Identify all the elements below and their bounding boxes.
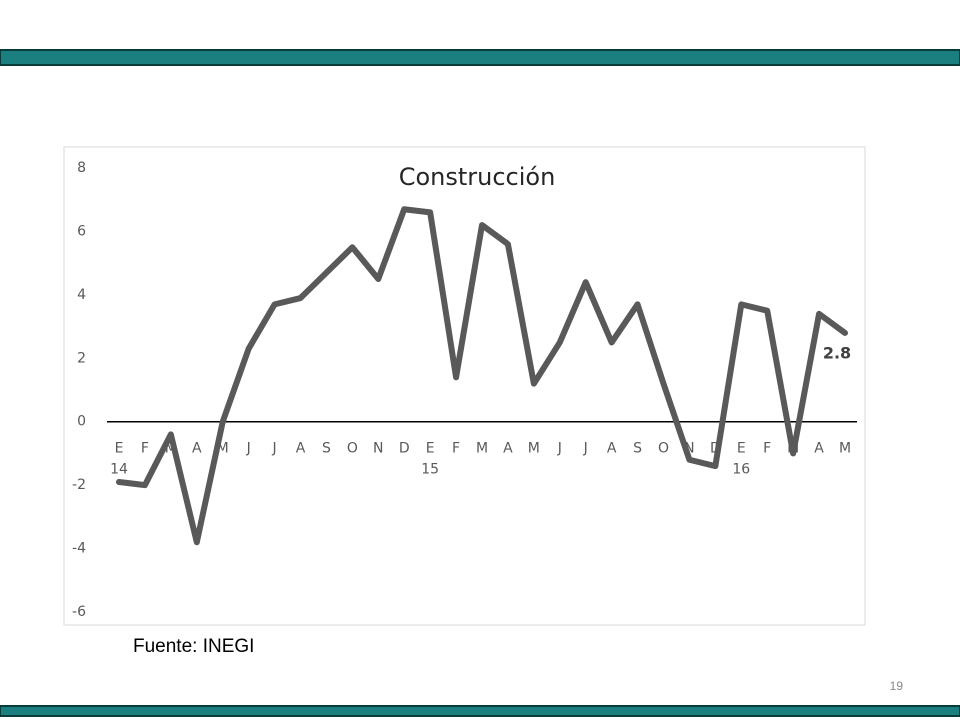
y-tick-label: -6 (72, 604, 86, 620)
x-tick-label: A (607, 441, 617, 457)
x-tick-label: S (322, 441, 331, 457)
x-tick-label: N (373, 441, 383, 457)
chart-title: Construcción (399, 163, 556, 191)
x-tick-label: D (399, 441, 410, 457)
top-band (0, 49, 960, 66)
series-line (116, 206, 848, 546)
y-tick-label: 2 (77, 350, 86, 366)
x-tick-label: S (633, 441, 642, 457)
x-group-label: 16 (732, 462, 750, 478)
x-group-label: 15 (421, 462, 439, 478)
x-tick-label: M (476, 441, 488, 457)
y-tick-label: 4 (77, 287, 86, 303)
y-tick-label: 8 (77, 160, 86, 176)
bottom-band (0, 705, 960, 717)
x-tick-label: A (192, 441, 202, 457)
x-tick-label: O (658, 441, 669, 457)
x-tick-label: J (583, 441, 588, 457)
x-tick-label: N (684, 441, 694, 457)
x-tick-label: A (814, 441, 824, 457)
data-label: 2.8 (823, 343, 851, 362)
x-tick-label: J (246, 441, 251, 457)
y-tick-label: -4 (72, 541, 86, 557)
y-tick-label: 0 (77, 414, 86, 430)
footnote: Fuente: INEGI (133, 636, 254, 657)
y-tick-label: 6 (77, 223, 86, 239)
x-tick-label: F (452, 441, 460, 457)
x-tick-label: E (737, 441, 746, 457)
y-tick-label: -2 (72, 477, 86, 493)
x-group-label: 14 (110, 462, 128, 478)
x-tick-label: J (272, 441, 277, 457)
x-tick-label: F (763, 441, 771, 457)
x-tick-label: J (557, 441, 562, 457)
x-tick-label: A (503, 441, 513, 457)
x-tick-label: F (141, 441, 149, 457)
page-number: 19 (890, 679, 904, 693)
x-tick-label: O (347, 441, 358, 457)
x-tick-label: M (528, 441, 540, 457)
x-tick-label: A (296, 441, 306, 457)
x-tick-label: E (115, 441, 124, 457)
x-tick-label: E (426, 441, 435, 457)
chart-area (63, 146, 866, 626)
x-tick-label: M (839, 441, 851, 457)
